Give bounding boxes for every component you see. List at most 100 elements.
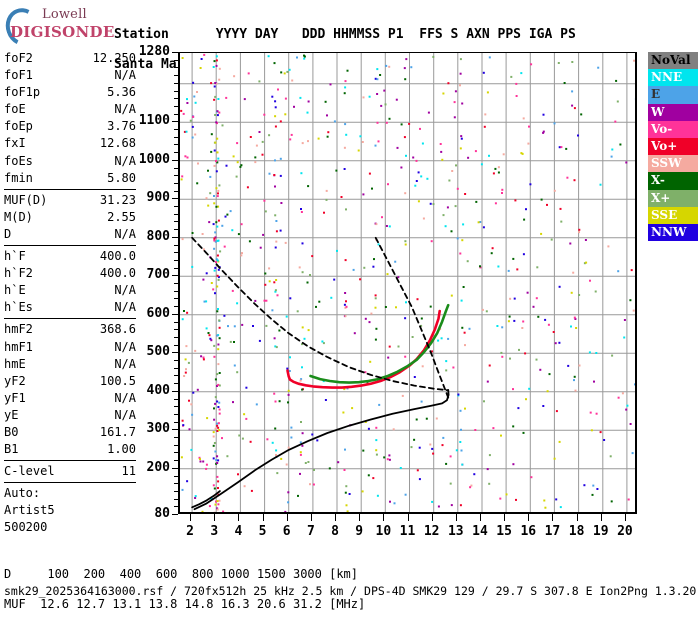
x-tick-label: 8: [324, 524, 346, 539]
param-footer-line-2: 500200: [4, 519, 136, 536]
x-tick-label: 11: [397, 524, 419, 539]
y-tick-label: 300: [124, 421, 170, 436]
x-tick-mark: [311, 514, 312, 521]
x-tick-mark: [432, 514, 433, 521]
y-minor-tick: [174, 337, 178, 338]
param-key: h`F: [4, 248, 26, 265]
y-minor-tick: [174, 237, 178, 238]
x-tick-label: 20: [614, 524, 636, 539]
x-tick-mark: [335, 514, 336, 521]
y-tick-label: 600: [124, 306, 170, 321]
param-row-fof1p: foF1p 5.36: [4, 84, 136, 101]
ionogram-plot-area[interactable]: [178, 52, 637, 514]
x-tick-label: 18: [566, 524, 588, 539]
param-key: foF1: [4, 67, 33, 84]
y-minor-tick: [174, 452, 178, 453]
y-minor-tick: [174, 298, 178, 299]
y-minor-tick: [174, 183, 178, 184]
param-row-md: M(D)2.55: [4, 209, 136, 226]
y-minor-tick: [174, 214, 178, 215]
param-row-mufd: MUF(D)31.23: [4, 192, 136, 209]
param-value: 2.55: [107, 209, 136, 226]
x-tick-label: 15: [493, 524, 515, 539]
legend-item-nnw[interactable]: NNW: [648, 224, 698, 241]
legend-item-w[interactable]: W: [648, 104, 698, 121]
legend-item-nne[interactable]: NNE: [648, 69, 698, 86]
param-value: 5.36: [107, 84, 136, 101]
x-tick-mark: [528, 514, 529, 521]
y-minor-tick: [174, 460, 178, 461]
y-minor-tick: [174, 483, 178, 484]
x-tick-mark: [552, 514, 553, 521]
y-minor-tick: [174, 168, 178, 169]
y-tick-label: 200: [124, 460, 170, 475]
y-minor-tick: [174, 75, 178, 76]
logo-digisonde-text: DIGISONDE: [10, 23, 115, 41]
param-value: 5.80: [107, 170, 136, 187]
legend-item-vo[interactable]: Vo-: [648, 121, 698, 138]
y-minor-tick: [174, 137, 178, 138]
legend-item-e[interactable]: E: [648, 86, 698, 103]
param-divider: [4, 189, 136, 190]
x-tick-label: 13: [445, 524, 467, 539]
y-minor-tick: [174, 98, 178, 99]
x-tick-label: 16: [517, 524, 539, 539]
param-key: D: [4, 226, 11, 243]
x-tick-label: 4: [227, 524, 249, 539]
y-minor-tick: [174, 499, 178, 500]
y-minor-tick: [174, 129, 178, 130]
y-minor-tick: [174, 306, 178, 307]
param-key: hmF2: [4, 321, 33, 338]
param-key: h`Es: [4, 299, 33, 316]
param-key: foE: [4, 101, 26, 118]
y-minor-tick: [174, 368, 178, 369]
y-minor-tick: [174, 437, 178, 438]
legend-item-x[interactable]: X+: [648, 190, 698, 207]
y-minor-tick: [174, 114, 178, 115]
param-key: fxI: [4, 135, 26, 152]
y-tick-label: 400: [124, 383, 170, 398]
x-tick-label: 19: [590, 524, 612, 539]
y-minor-tick: [174, 360, 178, 361]
y-minor-tick: [174, 260, 178, 261]
y-minor-tick: [174, 468, 178, 469]
y-minor-tick: [174, 352, 178, 353]
legend-item-x[interactable]: X-: [648, 172, 698, 189]
y-minor-tick: [174, 83, 178, 84]
x-tick-mark: [480, 514, 481, 521]
param-key: MUF(D): [4, 192, 47, 209]
y-minor-tick: [174, 198, 178, 199]
param-key: yF2: [4, 373, 26, 390]
x-tick-label: 10: [372, 524, 394, 539]
legend-item-ssw[interactable]: SSW: [648, 155, 698, 172]
y-tick-label: 1000: [124, 152, 170, 167]
x-tick-label: 3: [203, 524, 225, 539]
legend-item-noval[interactable]: NoVal: [648, 52, 698, 69]
param-key: foF1p: [4, 84, 40, 101]
y-minor-tick: [174, 491, 178, 492]
x-tick-mark: [601, 514, 602, 521]
param-value: N/A: [114, 282, 136, 299]
legend-item-sse[interactable]: SSE: [648, 207, 698, 224]
y-tick-label: 500: [124, 344, 170, 359]
y-minor-tick: [174, 345, 178, 346]
y-tick-label: 900: [124, 190, 170, 205]
y-tick-label: 800: [124, 229, 170, 244]
legend-item-vo[interactable]: Vo+: [648, 138, 698, 155]
x-tick-mark: [408, 514, 409, 521]
y-minor-tick: [174, 91, 178, 92]
y-minor-tick: [174, 221, 178, 222]
ionogram-canvas: [180, 53, 637, 514]
y-minor-tick: [174, 414, 178, 415]
y-tick-label: 700: [124, 267, 170, 282]
